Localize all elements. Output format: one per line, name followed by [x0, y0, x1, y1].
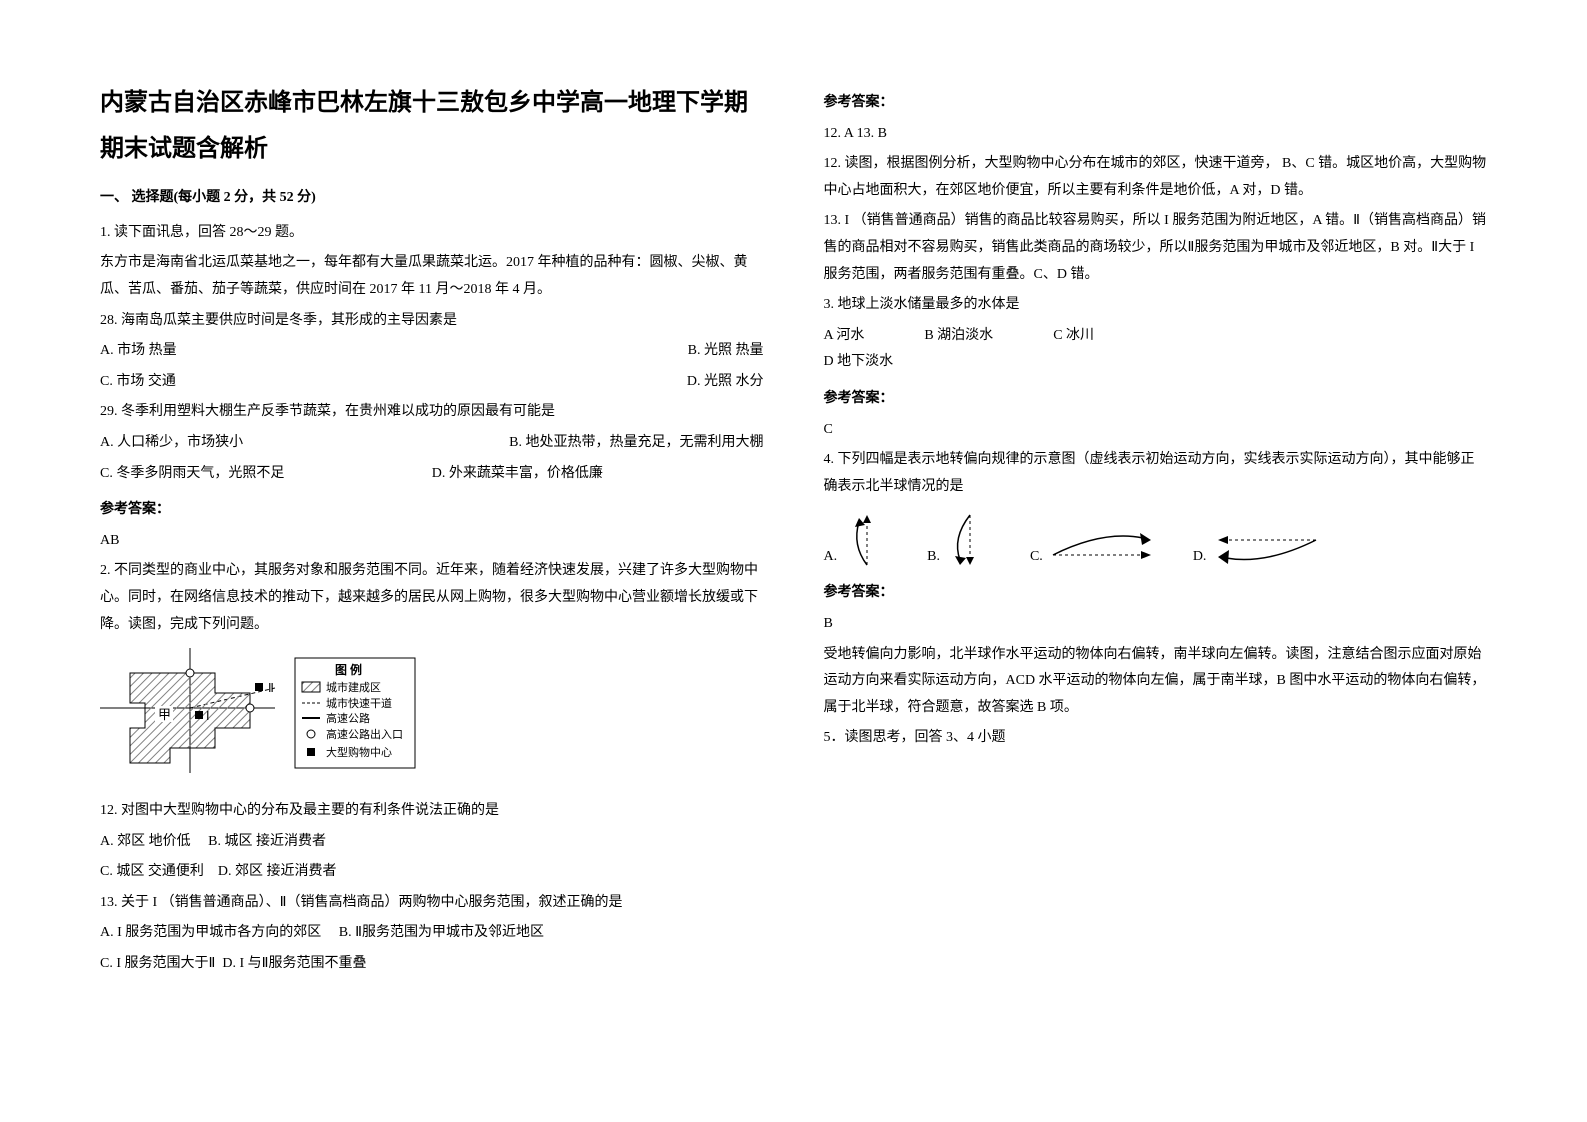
q4-svg-c	[1043, 520, 1163, 570]
q29-row-ab: A. 人口稀少，市场狭小 B. 地处亚热带，热量充足，无需利用大棚	[100, 430, 764, 457]
q4-svg-b	[940, 510, 1000, 570]
legend-l3: 高速公路	[326, 711, 370, 725]
q3-opt-d: D 地下淡水	[824, 349, 894, 376]
q3-opt-a: A 河水	[824, 323, 865, 350]
map-label-jia: 甲	[158, 707, 171, 722]
legend-title: 图 例	[335, 662, 362, 677]
legend-l5: 大型购物中心	[326, 745, 392, 759]
q28-stem: 28. 海南岛瓜菜主要供应时间是冬季，其形成的主导因素是	[100, 308, 764, 335]
q12-row-cd: C. 城区 交通便利 D. 郊区 接近消费者	[100, 859, 764, 886]
q4-label-c: C.	[1030, 544, 1043, 571]
q12-stem: 12. 对图中大型购物中心的分布及最主要的有利条件说法正确的是	[100, 798, 764, 825]
q12-opt-b: B. 城区 接近消费者	[208, 834, 326, 849]
right-column: 参考答案： 12. A 13. B 12. 读图，根据图例分析，大型购物中心分布…	[824, 80, 1488, 982]
q5-stem: 5．读图思考，回答 3、4 小题	[824, 725, 1488, 752]
q4-answer: B	[824, 611, 1488, 638]
a1213: 12. A 13. B	[824, 121, 1488, 148]
document-title: 内蒙古自治区赤峰市巴林左旗十三敖包乡中学高一地理下学期期末试题含解析	[100, 80, 764, 171]
q2-map-diagram: 甲 Ⅱ Ⅰ 图 例 城市建成区 城市快速干道 高速公路 高速公路出入口	[100, 648, 764, 788]
q4-label-b: B.	[927, 544, 940, 571]
q28-opt-c: C. 市场 交通	[100, 369, 432, 396]
legend-l2: 城市快速干道	[326, 696, 392, 710]
map-label-II: Ⅱ	[268, 681, 274, 695]
legend-l4: 高速公路出入口	[326, 727, 403, 741]
q12-row-ab: A. 郊区 地价低 B. 城区 接近消费者	[100, 829, 764, 856]
q1-stem: 1. 读下面讯息，回答 28～29 题。	[100, 220, 764, 247]
map-label-I: Ⅰ	[206, 709, 210, 723]
page: 内蒙古自治区赤峰市巴林左旗十三敖包乡中学高一地理下学期期末试题含解析 一、 选择…	[0, 0, 1587, 1022]
left-column: 内蒙古自治区赤峰市巴林左旗十三敖包乡中学高一地理下学期期末试题含解析 一、 选择…	[100, 80, 764, 982]
q3-row1: A 河水 B 湖泊淡水 C 冰川	[824, 323, 1488, 350]
q3-opt-c: C 冰川	[1053, 323, 1094, 350]
exp12: 12. 读图，根据图例分析，大型购物中心分布在城市的郊区，快速干道旁， B、C …	[824, 151, 1488, 204]
q13-stem: 13. 关于 I （销售普通商品）、Ⅱ（销售高档商品）两购物中心服务范围，叙述正…	[100, 890, 764, 917]
q4-explanation: 受地转偏向力影响，北半球作水平运动的物体向右偏转，南半球向左偏转。读图，注意结合…	[824, 642, 1488, 722]
q12-opt-d: D. 郊区 接近消费者	[218, 864, 337, 879]
q2-answer-heading: 参考答案：	[824, 90, 1488, 117]
section-1-heading: 一、 选择题(每小题 2 分，共 52 分)	[100, 185, 764, 212]
q29-opt-d: D. 外来蔬菜丰富，价格低廉	[432, 461, 764, 488]
legend-l1: 城市建成区	[326, 680, 381, 694]
q4-label-d: D.	[1193, 544, 1207, 571]
q28-row-ab: A. 市场 热量 B. 光照 热量	[100, 338, 764, 365]
q13-row-ab: A. I 服务范围为甲城市各方向的郊区 B. Ⅱ服务范围为甲城市及邻近地区	[100, 920, 764, 947]
q4-stem: 4. 下列四幅是表示地转偏向规律的示意图（虚线表示初始运动方向，实线表示实际运动…	[824, 447, 1488, 500]
q29-stem: 29. 冬季利用塑料大棚生产反季节蔬菜，在贵州难以成功的原因最有可能是	[100, 399, 764, 426]
q13-opt-c: C. I 服务范围大于Ⅱ	[100, 956, 215, 971]
exp13: 13. I （销售普通商品）销售的商品比较容易购买，所以 I 服务范围为附近地区…	[824, 208, 1488, 288]
q12-opt-a: A. 郊区 地价低	[100, 834, 191, 849]
q3-opt-b: B 湖泊淡水	[924, 323, 993, 350]
q4-diagrams: A. B. C.	[824, 510, 1488, 570]
q1-passage: 东方市是海南省北运瓜菜基地之一，每年都有大量瓜果蔬菜北运。2017 年种植的品种…	[100, 250, 764, 303]
q28-opt-a: A. 市场 热量	[100, 338, 432, 365]
q13-row-cd: C. I 服务范围大于Ⅱ D. I 与Ⅱ服务范围不重叠	[100, 951, 764, 978]
q1-answer-heading: 参考答案：	[100, 497, 764, 524]
q4-label-a: A.	[824, 544, 838, 571]
q4-svg-a	[837, 510, 897, 570]
q29-opt-a: A. 人口稀少，市场狭小	[100, 430, 432, 457]
q12-opt-c: C. 城区 交通便利	[100, 864, 204, 879]
q4-answer-heading: 参考答案：	[824, 580, 1488, 607]
q29-opt-c: C. 冬季多阴雨天气，光照不足	[100, 461, 432, 488]
q13-opt-d: D. I 与Ⅱ服务范围不重叠	[222, 956, 366, 971]
q3-answer: C	[824, 417, 1488, 444]
q2-stem: 2. 不同类型的商业中心，其服务对象和服务范围不同。近年来，随着经济快速发展，兴…	[100, 558, 764, 638]
q29-row-cd: C. 冬季多阴雨天气，光照不足 D. 外来蔬菜丰富，价格低廉	[100, 461, 764, 488]
q3-answer-heading: 参考答案：	[824, 386, 1488, 413]
q3-row2: D 地下淡水	[824, 349, 1488, 376]
q28-row-cd: C. 市场 交通 D. 光照 水分	[100, 369, 764, 396]
q28-opt-b: B. 光照 热量	[432, 338, 764, 365]
q13-opt-b: B. Ⅱ服务范围为甲城市及邻近地区	[339, 925, 544, 940]
q13-opt-a: A. I 服务范围为甲城市各方向的郊区	[100, 925, 321, 940]
q28-opt-d: D. 光照 水分	[432, 369, 764, 396]
q4-svg-d	[1206, 520, 1326, 570]
q1-answer: AB	[100, 528, 764, 555]
q3-stem: 3. 地球上淡水储量最多的水体是	[824, 292, 1488, 319]
q29-opt-b: B. 地处亚热带，热量充足，无需利用大棚	[432, 430, 764, 457]
